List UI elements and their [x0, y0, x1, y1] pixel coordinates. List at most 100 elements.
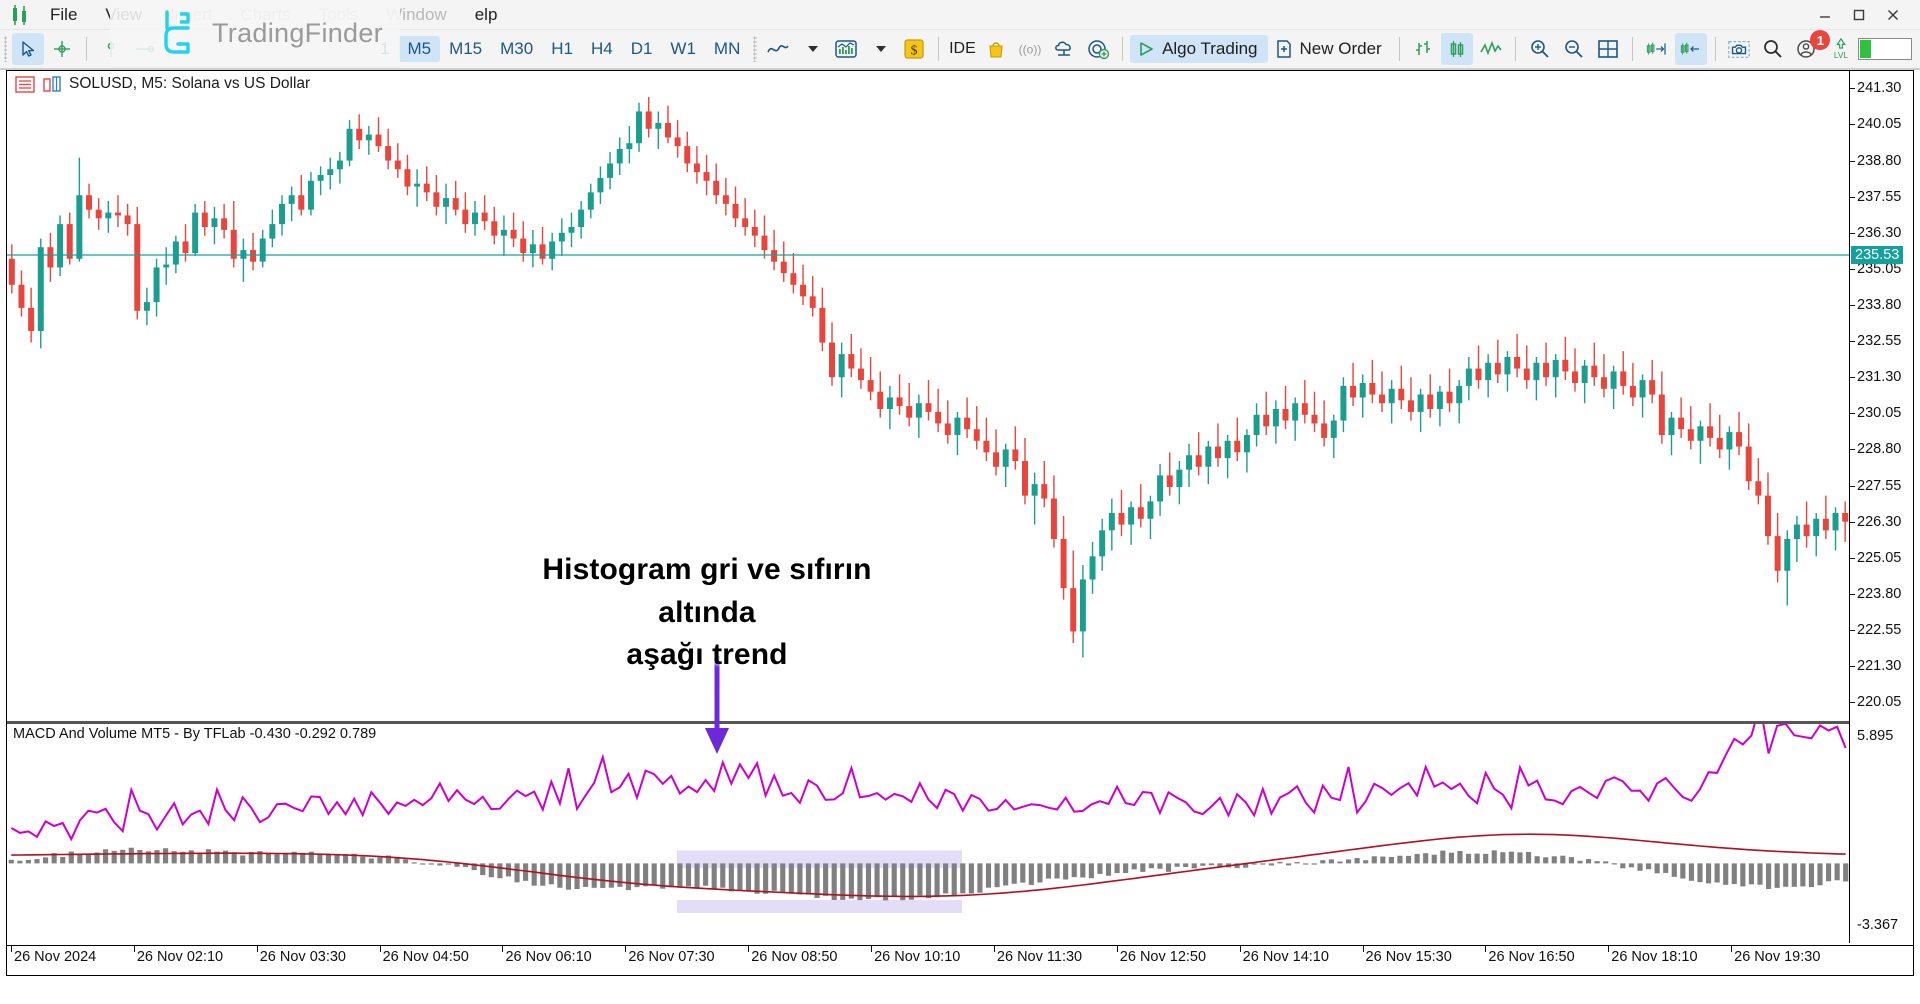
indicator-scale-max: 5.895	[1857, 728, 1894, 744]
pane-divider[interactable]	[7, 721, 1913, 724]
price-tick: 222.55	[1850, 622, 1901, 638]
price-tick: 232.55	[1850, 333, 1901, 349]
close-button[interactable]	[1877, 0, 1909, 31]
time-tick: 26 Nov 16:50	[1485, 946, 1575, 965]
timeframe-h4[interactable]: H4	[590, 39, 613, 58]
cloud-icon[interactable]	[1048, 33, 1080, 65]
svg-text:$: $	[910, 44, 917, 59]
level-icon[interactable]: LVL	[1825, 33, 1857, 65]
timeframe-d1[interactable]: D1	[630, 39, 653, 58]
price-tick: 228.80	[1850, 441, 1901, 457]
current-price-label: 235.53	[1851, 246, 1904, 265]
time-tick: 26 Nov 15:30	[1362, 946, 1452, 965]
line-chart-icon[interactable]	[762, 33, 794, 65]
toolbar-separator	[1515, 37, 1517, 61]
indicator-pane[interactable]	[7, 724, 1849, 941]
price-tick: 227.55	[1850, 478, 1901, 494]
maximize-button[interactable]	[1843, 0, 1875, 31]
menu-item-help[interactable]: elp	[474, 4, 498, 24]
indicator-label: MACD And Volume MT5 - By TFLab -0.430 -0…	[13, 726, 377, 742]
time-tick: 26 Nov 18:10	[1608, 946, 1698, 965]
menu-item-insert[interactable]: Insert	[169, 4, 213, 24]
line-mode-icon[interactable]	[1475, 33, 1507, 65]
price-tick: 235.05	[1850, 261, 1901, 277]
toolbar-grip[interactable]	[4, 36, 8, 62]
toolbar-separator	[1714, 37, 1716, 61]
minimize-button[interactable]	[1809, 0, 1841, 31]
price-tick: 240.05	[1850, 116, 1901, 132]
price-pane[interactable]	[7, 71, 1849, 721]
algo-trading-button[interactable]: Algo Trading	[1130, 35, 1268, 63]
price-tick: 237.55	[1850, 189, 1901, 205]
signals-icon[interactable]: ((o))	[1014, 33, 1046, 65]
timeframe-m5[interactable]: M5	[398, 36, 441, 62]
line-chart-dropdown[interactable]	[796, 33, 828, 65]
annotation-line-2: aşağı trend	[626, 638, 788, 672]
vertical-line-icon[interactable]	[95, 33, 127, 65]
shopping-bag-icon[interactable]	[980, 33, 1012, 65]
new-order-button[interactable]: New Order	[1268, 35, 1392, 63]
toolbar-grip[interactable]	[753, 36, 757, 62]
screenshot-icon[interactable]	[1723, 33, 1755, 65]
time-tick: 26 Nov 19:30	[1731, 946, 1820, 965]
timeframe-m15[interactable]: M15	[449, 39, 483, 58]
menu-item-charts[interactable]: Charts	[240, 4, 291, 24]
timeframe-w1[interactable]: W1	[670, 39, 696, 58]
play-icon	[1140, 42, 1153, 56]
menu-item-window[interactable]: Window	[386, 4, 447, 24]
zoom-in-icon[interactable]	[1524, 33, 1556, 65]
chart-properties-icon	[43, 75, 61, 92]
price-tick: 220.05	[1850, 694, 1901, 710]
time-tick: 26 Nov 08:50	[748, 946, 837, 965]
chart-window[interactable]: SOLUSD, M5: Solana vs US Dollar MACD And…	[6, 70, 1914, 976]
bar-chart-icon[interactable]	[1407, 33, 1439, 65]
price-tick: 231.30	[1850, 369, 1901, 385]
crosshair-icon[interactable]	[46, 33, 78, 65]
indicators-dropdown[interactable]	[864, 33, 896, 65]
toolbar-separator	[86, 37, 88, 61]
time-scale[interactable]: 26 Nov 2024 26 Nov 02:10 26 Nov 03:30 26 No…	[7, 945, 1913, 975]
menu-item-view[interactable]: View	[105, 4, 142, 24]
candlestick-series	[7, 97, 1849, 658]
toolbar-separator	[1398, 37, 1400, 61]
price-tick: 221.30	[1850, 658, 1901, 674]
time-tick: 26 Nov 06:10	[502, 946, 592, 965]
grid-window-icon[interactable]	[1592, 33, 1624, 65]
timeframe-h1[interactable]: H1	[551, 39, 573, 58]
time-tick: 26 Nov 04:50	[379, 946, 469, 965]
indicators-icon[interactable]	[830, 33, 862, 65]
timeframe-m30[interactable]: M30	[500, 39, 534, 58]
time-tick: 26 Nov 2024	[11, 946, 96, 965]
annotation-arrow-icon	[705, 656, 729, 754]
search-icon[interactable]	[1757, 33, 1789, 65]
main-toolbar: 1 M5 M15 M30 H1 H4 D1 W1 MN $ IDE	[0, 30, 1920, 70]
menu-item-file[interactable]: File	[50, 4, 78, 24]
time-tick: 26 Nov 11:30	[993, 946, 1082, 965]
horizontal-line-icon[interactable]	[129, 33, 161, 65]
chart-shift-left-icon[interactable]	[1674, 33, 1707, 65]
dollar-icon[interactable]: $	[898, 33, 930, 65]
menu-item-tools[interactable]: Tools	[318, 4, 359, 24]
profile-icon[interactable]: 1	[1791, 30, 1831, 65]
data-window-icon	[15, 75, 35, 93]
vps-target-icon[interactable]	[1082, 33, 1114, 65]
chart-symbol-label: SOLUSD, M5: Solana vs US Dollar	[69, 75, 311, 92]
zoom-out-icon[interactable]	[1558, 33, 1590, 65]
timeframe-m1[interactable]: 1	[379, 39, 390, 58]
algo-trading-label: Algo Trading	[1162, 39, 1258, 58]
timeframe-mn[interactable]: MN	[713, 39, 741, 58]
chart-symbol-title: SOLUSD, M5: Solana vs US Dollar	[15, 75, 310, 93]
cursor-arrow-icon[interactable]	[12, 33, 45, 65]
time-tick: 26 Nov 03:30	[256, 946, 346, 965]
price-scale[interactable]: 241.30 240.05 238.80 237.55 236.30 235.05 233.…	[1849, 71, 1913, 943]
price-tick: 241.30	[1850, 80, 1901, 96]
chart-shift-right-icon[interactable]	[1641, 33, 1673, 65]
account-progress-bar	[1858, 38, 1912, 60]
svg-text:LVL: LVL	[1834, 50, 1849, 60]
ide-button[interactable]: IDE	[949, 40, 976, 57]
candlestick-icon[interactable]	[1441, 33, 1474, 65]
toolbar-separator	[1122, 37, 1124, 61]
new-order-icon	[1276, 40, 1291, 58]
toolbar-separator	[1632, 37, 1633, 61]
